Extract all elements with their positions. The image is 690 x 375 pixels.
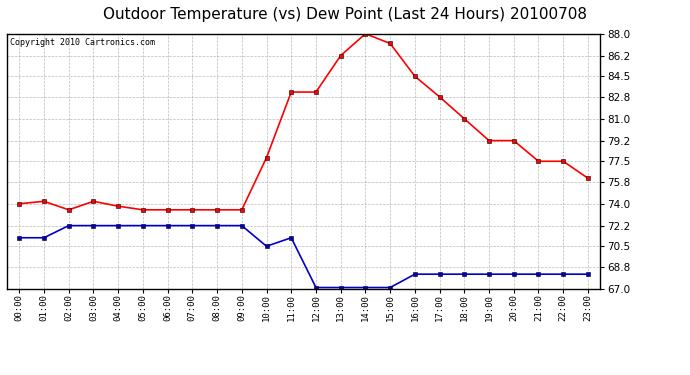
Text: Outdoor Temperature (vs) Dew Point (Last 24 Hours) 20100708: Outdoor Temperature (vs) Dew Point (Last… bbox=[103, 8, 587, 22]
Text: Copyright 2010 Cartronics.com: Copyright 2010 Cartronics.com bbox=[10, 38, 155, 46]
